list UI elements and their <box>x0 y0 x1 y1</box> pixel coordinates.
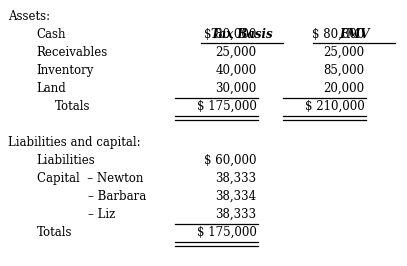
Text: Land: Land <box>37 82 66 95</box>
Text: 38,333: 38,333 <box>215 172 256 185</box>
Text: Cash: Cash <box>37 28 66 41</box>
Text: 38,333: 38,333 <box>215 208 256 221</box>
Text: – Barbara: – Barbara <box>88 190 146 203</box>
Text: 30,000: 30,000 <box>215 82 256 95</box>
Text: – Liz: – Liz <box>88 208 115 221</box>
Text: Assets:: Assets: <box>8 10 50 23</box>
Text: Liabilities: Liabilities <box>37 154 95 167</box>
Text: Totals: Totals <box>37 226 72 239</box>
Text: Tax Basis: Tax Basis <box>211 28 273 41</box>
Text: 40,000: 40,000 <box>215 64 256 77</box>
Text: $ 175,000: $ 175,000 <box>197 226 256 239</box>
Text: Totals: Totals <box>55 100 90 113</box>
Text: $ 175,000: $ 175,000 <box>197 100 256 113</box>
Text: Liabilities and capital:: Liabilities and capital: <box>8 136 141 149</box>
Text: Inventory: Inventory <box>37 64 94 77</box>
Text: 20,000: 20,000 <box>323 82 364 95</box>
Text: 25,000: 25,000 <box>323 46 364 59</box>
Text: $ 210,000: $ 210,000 <box>304 100 364 113</box>
Text: $ 60,000: $ 60,000 <box>204 154 256 167</box>
Text: 38,334: 38,334 <box>215 190 256 203</box>
Text: Capital  – Newton: Capital – Newton <box>37 172 143 185</box>
Text: $ 80,000: $ 80,000 <box>312 28 364 41</box>
Text: $ 80,000: $ 80,000 <box>204 28 256 41</box>
Text: FMV: FMV <box>339 28 369 41</box>
Text: 85,000: 85,000 <box>323 64 364 77</box>
Text: Receivables: Receivables <box>37 46 108 59</box>
Text: 25,000: 25,000 <box>215 46 256 59</box>
